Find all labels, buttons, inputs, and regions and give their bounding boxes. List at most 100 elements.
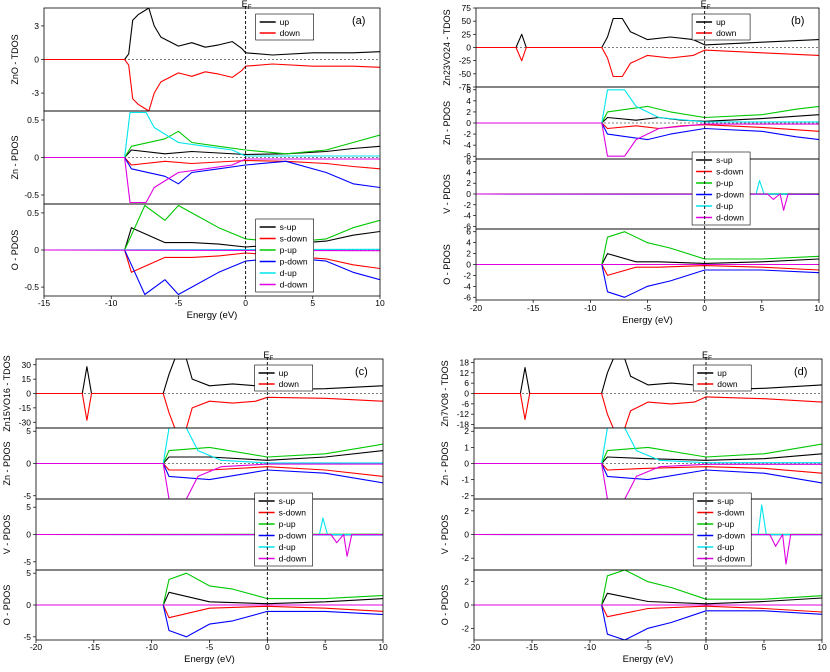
series-down (44, 58, 380, 111)
y-axis-label: ZnO - TDOS (10, 34, 20, 84)
y-tick-label: 0 (34, 153, 39, 163)
series-d-down (36, 462, 383, 499)
y-tick-label: -4 (463, 211, 471, 221)
series-p-down (44, 156, 380, 189)
legend-entry: s-up (280, 222, 297, 232)
series-up (36, 359, 383, 395)
series-p-up (36, 572, 383, 606)
x-axis-label: Energy (eV) (622, 315, 673, 326)
legend-entry: d-down (280, 280, 308, 290)
y-axis-label: V - PDOS (2, 515, 12, 555)
series-d-down (474, 462, 822, 499)
y-tick-label: 18 (460, 357, 470, 367)
series-d-down (474, 533, 822, 565)
y-tick-label: 2 (464, 506, 469, 516)
y-tick-label: -2 (463, 129, 471, 139)
x-tick-label: -20 (470, 303, 483, 313)
legend-entry: p-up (279, 519, 296, 529)
y-axis-label: O - PDOS (2, 585, 12, 626)
panel-label: (d) (794, 366, 807, 378)
y-tick-label: -25 (459, 56, 472, 66)
x-axis-label: Energy (eV) (184, 654, 235, 665)
legend-entry: s-down (279, 508, 307, 518)
series-p-down (476, 122, 819, 141)
series-p-down (476, 263, 819, 298)
legend-entry: s-up (717, 496, 734, 506)
fermi-label: EF (702, 350, 712, 362)
y-tick-label: 0 (26, 530, 31, 540)
x-tick-label: 5 (310, 298, 315, 308)
legend-entry: p-down (279, 531, 307, 541)
legend-entry: up (717, 368, 727, 378)
y-tick-label: 0 (466, 260, 471, 270)
y-tick-label: -5 (23, 491, 31, 501)
x-tick-label: -5 (644, 642, 652, 652)
y-tick-label: 2 (464, 426, 469, 436)
series-p-up (474, 443, 822, 465)
y-tick-label: 0 (464, 600, 469, 610)
y-tick-label: 6 (466, 227, 471, 237)
legend-entry: down (280, 28, 301, 38)
x-tick-label: -5 (206, 642, 214, 652)
y-tick-label: 6 (466, 85, 471, 95)
y-tick-label: 1 (464, 442, 469, 452)
y-tick-label: 0 (466, 43, 471, 53)
series-s-up (476, 253, 819, 266)
y-tick-label: 2 (464, 577, 469, 587)
series-s-down (44, 156, 380, 170)
series-down (474, 392, 822, 428)
legend-entry: s-down (717, 508, 745, 518)
series-p-up (476, 231, 819, 266)
legend-entry: up (279, 368, 289, 378)
series-p-down (474, 462, 822, 484)
x-tick-label: 10 (817, 642, 827, 652)
series-d-up (36, 517, 383, 536)
y-tick-label: -50 (459, 69, 472, 79)
y-axis-label: O - PDOS (440, 585, 450, 626)
y-axis-label: Zn23VO24 - TDOS (442, 9, 452, 85)
x-tick-label: 0 (243, 298, 248, 308)
y-axis-label: O - PDOS (10, 230, 20, 271)
y-tick-label: 50 (462, 16, 472, 26)
legend-entry: p-up (716, 178, 733, 188)
series-d-up (476, 179, 819, 195)
x-tick-label: -15 (526, 642, 539, 652)
y-tick-label: -75 (459, 82, 472, 92)
series-d-up (36, 428, 383, 465)
series-p-up (36, 443, 383, 465)
fermi-label: EF (701, 0, 711, 11)
x-axis-label: Energy (eV) (187, 310, 238, 321)
x-tick-label: 10 (378, 642, 388, 652)
y-tick-label: -2 (463, 270, 471, 280)
legend-entry: d-down (717, 554, 745, 564)
y-tick-label: 6 (466, 157, 471, 167)
y-tick-label: 30 (22, 360, 32, 370)
y-tick-label: -0.5 (24, 190, 39, 200)
y-axis-label: Zn - PDOS (442, 101, 452, 145)
y-axis-label: Zn - PDOS (440, 441, 450, 485)
subplot-3: 5 0 -5 O - PDOS (2, 568, 384, 642)
series-d-up (474, 504, 822, 536)
series-p-up (474, 570, 822, 606)
y-tick-label: -5 (23, 557, 31, 567)
series-d-up (44, 111, 380, 159)
legend-entry: p-up (280, 245, 297, 255)
series-p-up (476, 105, 819, 124)
series-d-up (476, 89, 819, 124)
series-p-down (36, 604, 383, 638)
y-tick-label: 5 (26, 568, 31, 578)
